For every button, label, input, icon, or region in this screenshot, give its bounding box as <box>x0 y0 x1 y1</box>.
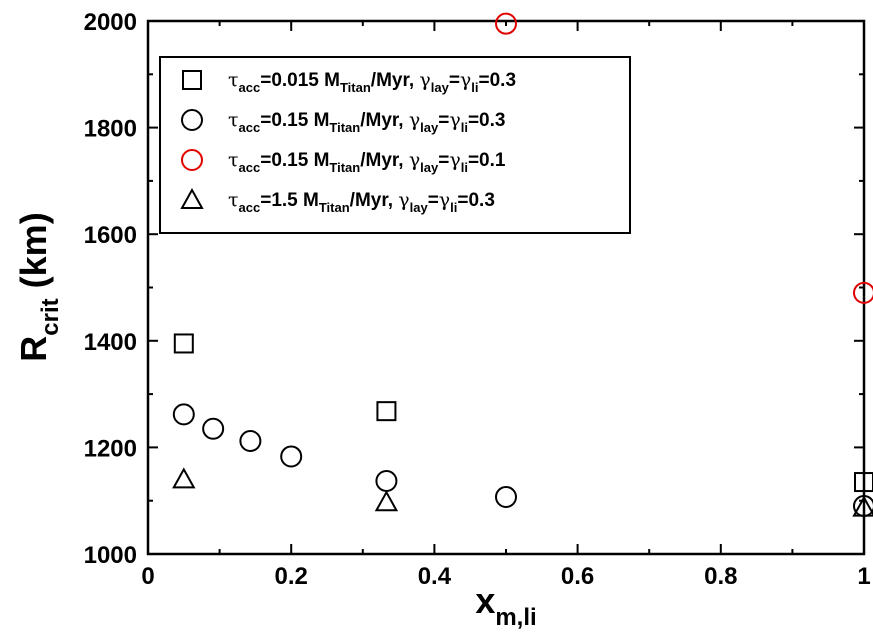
y-tick-label: 1200 <box>84 435 137 462</box>
y-tick-label: 1000 <box>84 542 137 569</box>
x-tick-label: 0 <box>141 563 154 590</box>
legend-entry-2: τacc=0.15 MTitan/Myr, γlay=γli=0.1 <box>228 149 506 175</box>
x-tick-label: 1 <box>857 563 870 590</box>
data-point-series-1 <box>202 417 225 440</box>
data-point-series-0 <box>376 401 397 422</box>
axis-tick-labels: 0 0.2 0.4 0.6 0.8 1 1000 1200 1400 1600 1800 2000 <box>84 9 871 590</box>
data-point-series-1 <box>280 445 303 468</box>
data-point-series-3 <box>852 495 873 517</box>
data-point-series-3 <box>172 467 196 489</box>
data-point-series-2 <box>495 12 517 35</box>
legend-markers <box>180 70 204 209</box>
legend-entry-0: τacc=0.015 MTitan/Myr, γlay=γli=0.3 <box>228 69 516 95</box>
data-point-series-1 <box>495 485 517 508</box>
legend-entry-3: τacc=1.5 MTitan/Myr, γlay=γli=0.3 <box>228 189 495 215</box>
data-point-series-1 <box>172 403 195 426</box>
axis-ticks <box>147 20 865 555</box>
legend-entry-1: τacc=0.15 MTitan/Myr, γlay=γli=0.3 <box>228 109 505 135</box>
data-point-series-3 <box>374 490 399 512</box>
data-point-series-1 <box>375 469 398 492</box>
legend: τacc=0.015 MTitan/Myr, γlay=γli=0.3 τacc… <box>159 56 631 234</box>
y-tick-label: 2000 <box>84 9 137 36</box>
data-markers <box>172 12 873 518</box>
data-point-series-2 <box>853 281 873 304</box>
x-tick-label: 0.8 <box>704 563 737 590</box>
legend-marker-2 <box>181 149 203 171</box>
data-point-series-1 <box>239 430 262 453</box>
y-axis-title: Rcrit (km) <box>13 212 64 361</box>
y-tick-label: 1600 <box>84 222 137 249</box>
x-tick-label: 0.2 <box>275 563 308 590</box>
data-point-series-0 <box>173 333 194 354</box>
x-axis-title: xm,li <box>475 580 536 631</box>
x-tick-label: 0.6 <box>561 563 594 590</box>
x-tick-label: 0.4 <box>418 563 452 590</box>
legend-marker-3 <box>180 187 204 209</box>
legend-box <box>159 56 631 234</box>
y-tick-label: 1400 <box>84 329 137 356</box>
legend-marker-0 <box>182 70 202 90</box>
y-tick-label: 1800 <box>84 116 137 143</box>
data-point-series-0 <box>854 472 873 493</box>
legend-marker-1 <box>181 109 203 131</box>
